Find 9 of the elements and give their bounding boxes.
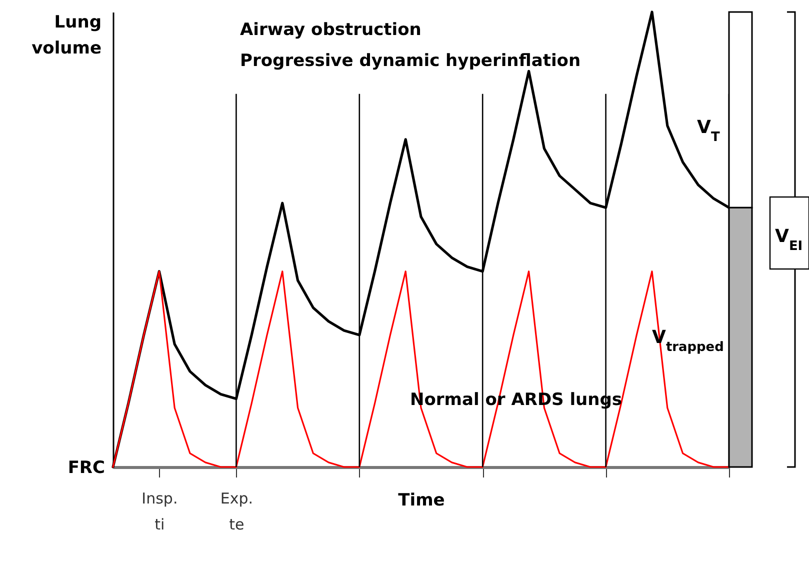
annotation: V$_{T}$ bbox=[697, 117, 720, 144]
text: FRC bbox=[68, 458, 105, 478]
text: V$_{EI}$ bbox=[775, 226, 803, 254]
annotation: Progressive dynamic hyperinflation bbox=[240, 51, 581, 71]
x-axis-title: Time bbox=[398, 490, 445, 510]
annotation: Airway obstruction bbox=[240, 20, 422, 40]
x-tick-label: Insp. ti bbox=[142, 490, 178, 534]
y-axis-title: Lung volume bbox=[32, 12, 102, 58]
x-tick-label: Exp. te bbox=[220, 490, 254, 534]
